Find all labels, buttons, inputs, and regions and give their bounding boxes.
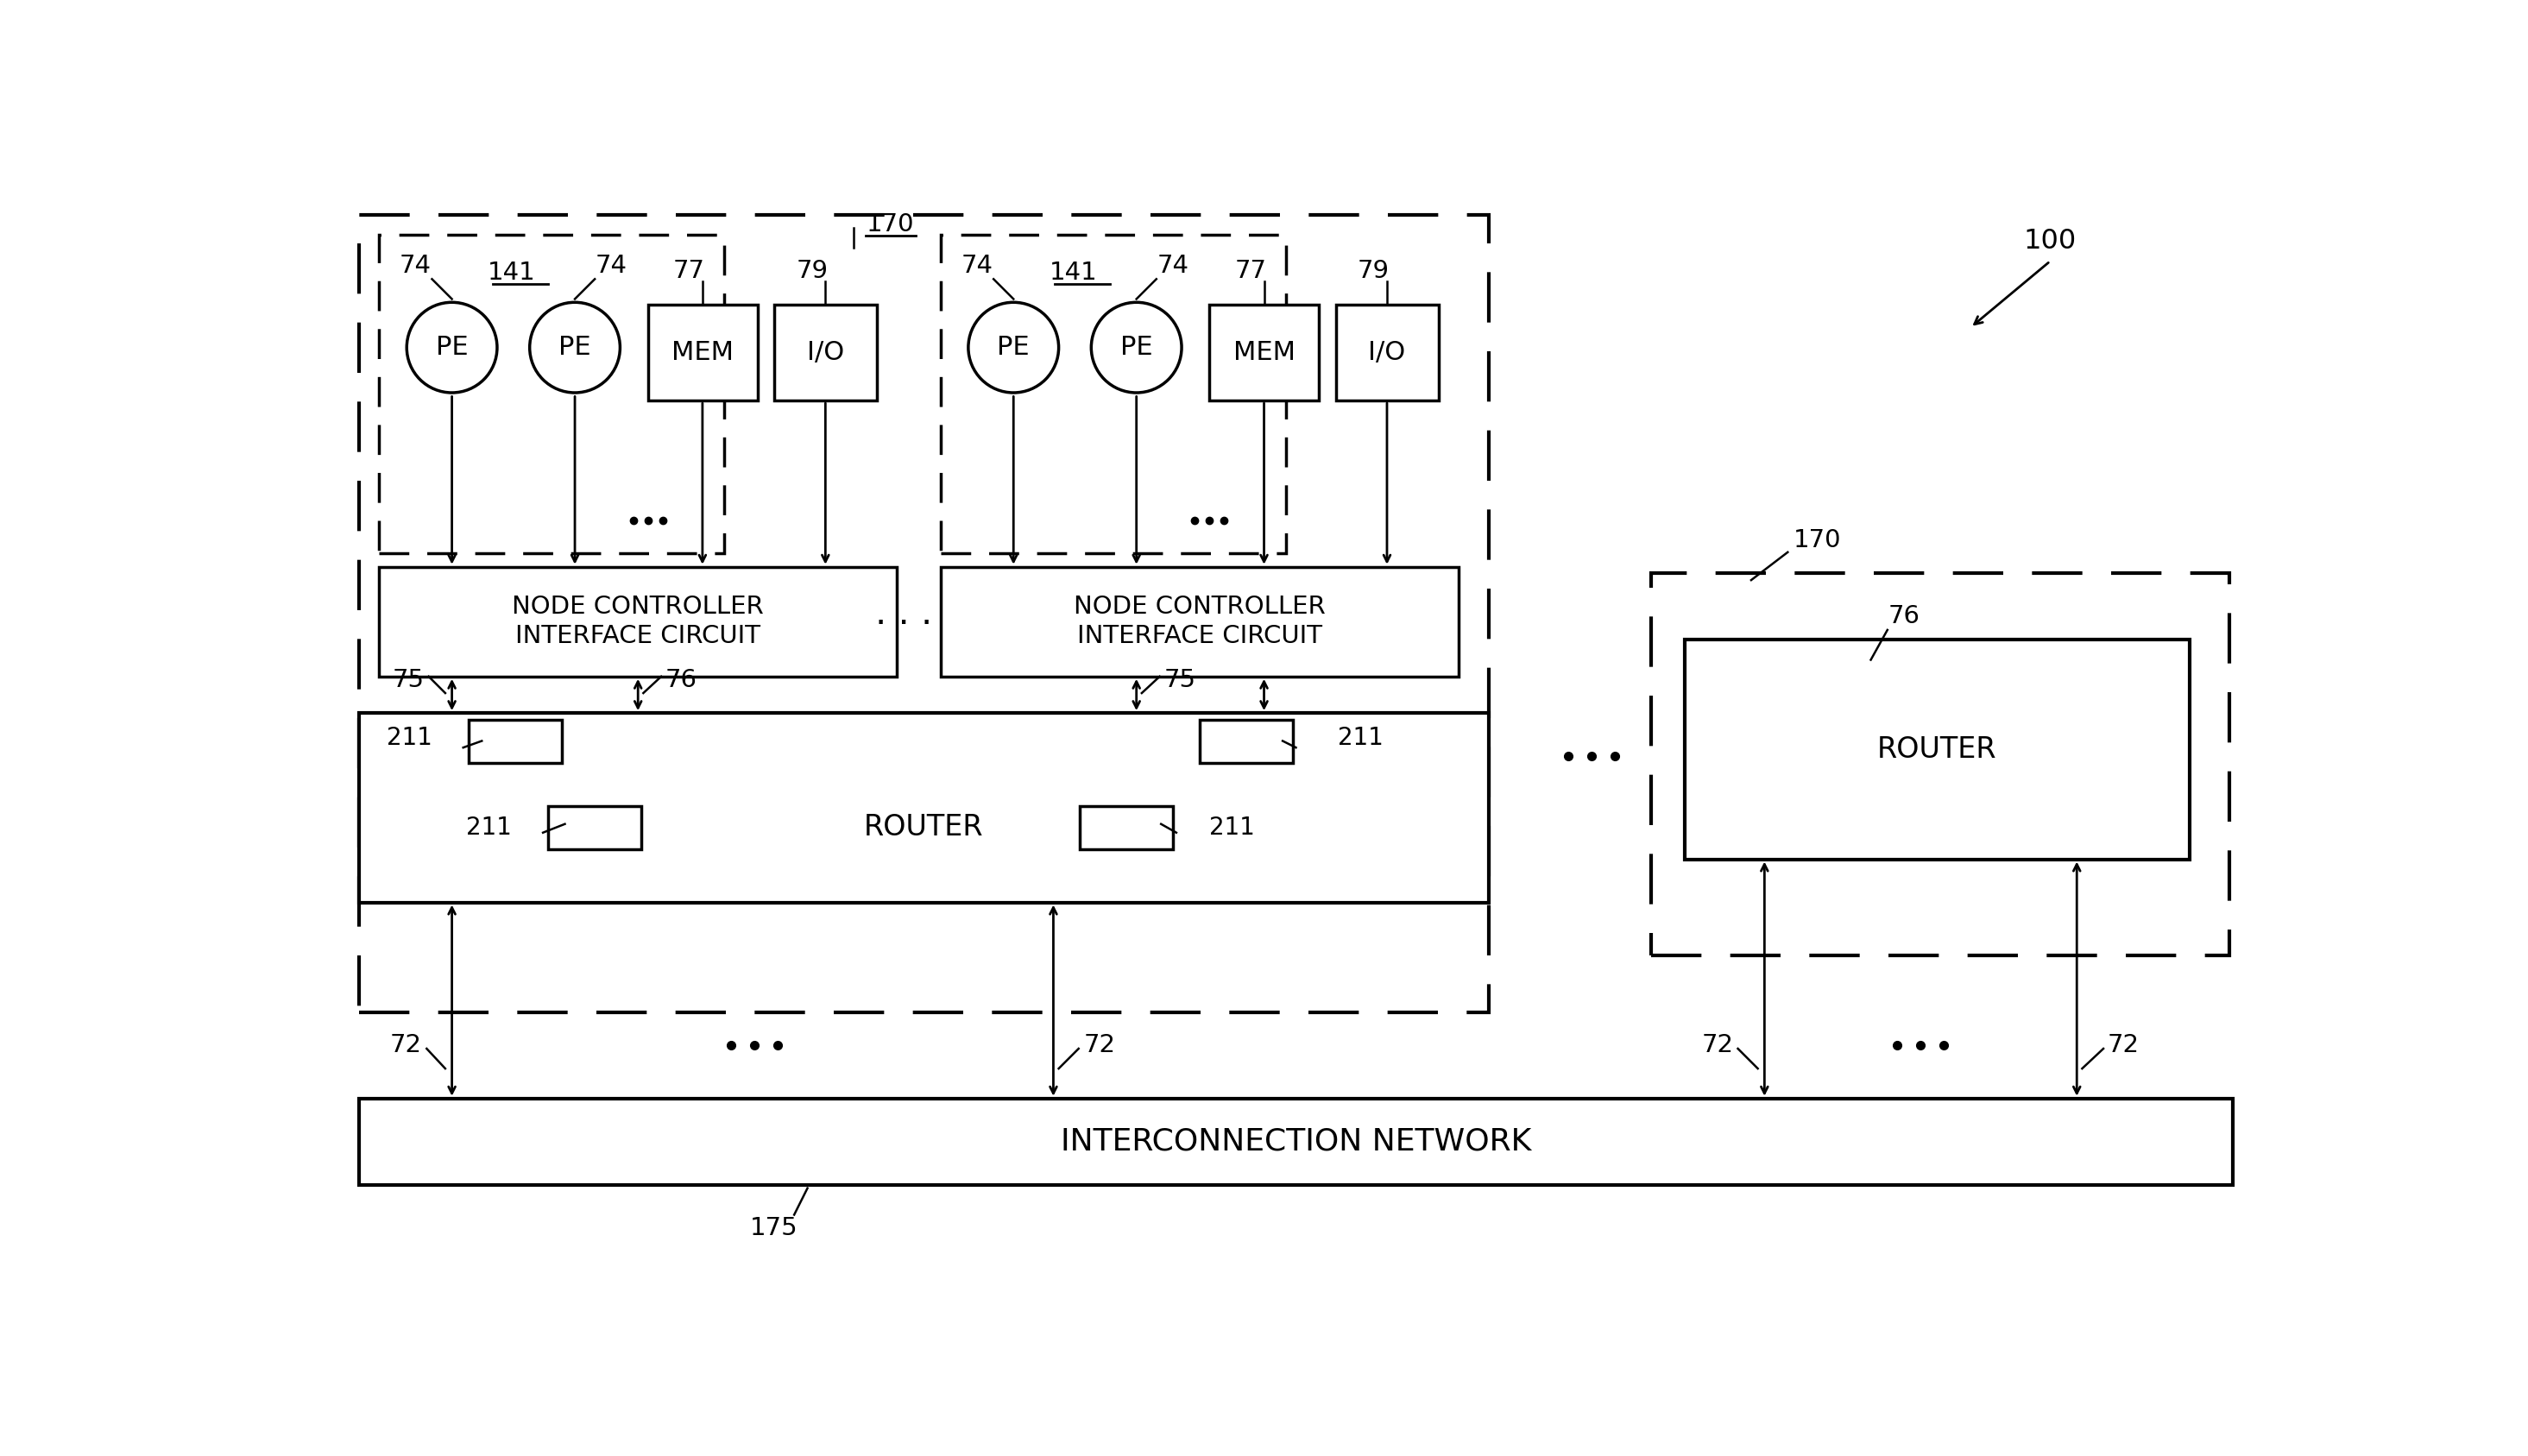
Text: 77: 77 <box>1234 259 1267 282</box>
Bar <box>940 234 1287 553</box>
Text: I/O: I/O <box>1368 339 1406 364</box>
Bar <box>647 304 758 400</box>
Bar <box>359 214 1489 1012</box>
Text: 175: 175 <box>751 1216 799 1241</box>
Text: 141: 141 <box>1049 261 1097 284</box>
Bar <box>1684 641 2189 859</box>
Text: 72: 72 <box>389 1034 422 1057</box>
Text: I/O: I/O <box>806 339 844 364</box>
Bar <box>1201 719 1292 763</box>
Text: 77: 77 <box>672 259 705 282</box>
Text: 170: 170 <box>1795 529 1840 552</box>
Text: 211: 211 <box>465 815 511 840</box>
Text: 76: 76 <box>665 668 698 692</box>
Text: 74: 74 <box>961 253 994 278</box>
Text: 170: 170 <box>867 213 915 237</box>
Text: 211: 211 <box>387 725 432 750</box>
Bar <box>940 566 1459 677</box>
Bar <box>379 566 897 677</box>
Bar <box>468 719 561 763</box>
Bar <box>549 807 642 849</box>
Text: 100: 100 <box>2025 227 2075 255</box>
Bar <box>359 1098 2232 1185</box>
Text: MEM: MEM <box>1234 339 1294 364</box>
Text: INTERFACE CIRCUIT: INTERFACE CIRCUIT <box>516 623 761 648</box>
Text: PE: PE <box>435 335 468 360</box>
Text: NODE CONTROLLER: NODE CONTROLLER <box>1074 594 1325 619</box>
Text: MEM: MEM <box>672 339 733 364</box>
Circle shape <box>968 303 1059 393</box>
Text: 75: 75 <box>392 668 425 692</box>
Text: 74: 74 <box>597 253 627 278</box>
Text: 211: 211 <box>1337 725 1383 750</box>
Bar <box>359 713 1489 903</box>
Text: PE: PE <box>996 335 1029 360</box>
Bar <box>1651 574 2230 955</box>
Circle shape <box>531 303 619 393</box>
Text: INTERFACE CIRCUIT: INTERFACE CIRCUIT <box>1077 623 1322 648</box>
Bar <box>1079 807 1173 849</box>
Text: PE: PE <box>1120 335 1153 360</box>
Bar <box>1208 304 1320 400</box>
Text: 75: 75 <box>1163 668 1196 692</box>
Text: 79: 79 <box>796 259 829 282</box>
Text: ROUTER: ROUTER <box>1878 735 1997 764</box>
Text: 72: 72 <box>1085 1034 1115 1057</box>
Text: NODE CONTROLLER: NODE CONTROLLER <box>513 594 763 619</box>
Text: 74: 74 <box>399 253 432 278</box>
Text: PE: PE <box>559 335 592 360</box>
Text: ROUTER: ROUTER <box>865 812 983 842</box>
Text: . . .: . . . <box>875 596 933 632</box>
Bar <box>774 304 877 400</box>
Circle shape <box>1092 303 1181 393</box>
Text: 141: 141 <box>488 261 536 284</box>
Text: 72: 72 <box>1701 1034 1734 1057</box>
Text: 74: 74 <box>1158 253 1188 278</box>
Text: 79: 79 <box>1358 259 1390 282</box>
Bar <box>1335 304 1438 400</box>
Text: 72: 72 <box>2108 1034 2139 1057</box>
Text: INTERCONNECTION NETWORK: INTERCONNECTION NETWORK <box>1062 1127 1532 1156</box>
Circle shape <box>407 303 498 393</box>
Text: 211: 211 <box>1208 815 1256 840</box>
Bar <box>379 234 726 553</box>
Text: 76: 76 <box>1888 604 1919 629</box>
